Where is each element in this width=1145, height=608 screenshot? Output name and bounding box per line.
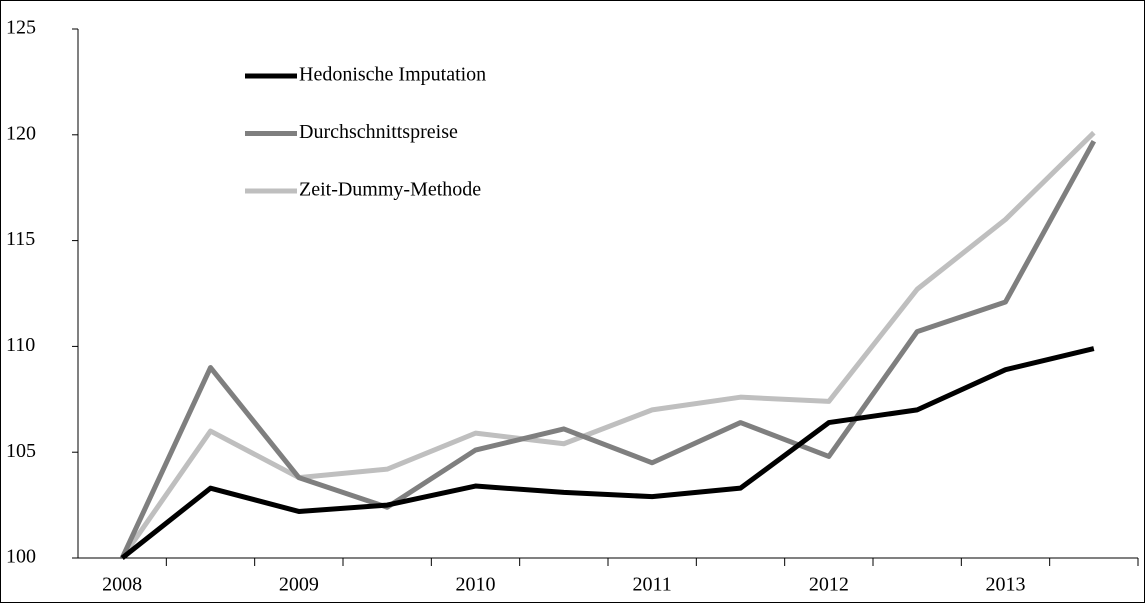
y-tick-label: 105 bbox=[6, 440, 36, 462]
y-tick-label: 125 bbox=[6, 17, 36, 39]
x-tick-label: 2012 bbox=[809, 574, 849, 596]
legend-label: Zeit-Dummy-Methode bbox=[299, 179, 481, 201]
x-tick-label: 2010 bbox=[456, 574, 496, 596]
series-line bbox=[120, 130, 1096, 560]
y-tick-label: 120 bbox=[6, 122, 36, 144]
x-tick-label: 2008 bbox=[102, 574, 142, 596]
y-tick-label: 115 bbox=[6, 228, 35, 250]
x-tick-label: 2009 bbox=[279, 574, 319, 596]
series-line bbox=[119, 139, 1097, 560]
legend-label: Hedonische Imputation bbox=[299, 64, 486, 86]
x-tick-label: 2013 bbox=[986, 574, 1026, 596]
x-tick-label: 2011 bbox=[633, 574, 672, 596]
legend-label: Durchschnittspreise bbox=[299, 121, 458, 143]
series-line bbox=[120, 346, 1095, 560]
y-tick-label: 110 bbox=[6, 334, 35, 356]
y-tick-label: 100 bbox=[6, 546, 36, 568]
